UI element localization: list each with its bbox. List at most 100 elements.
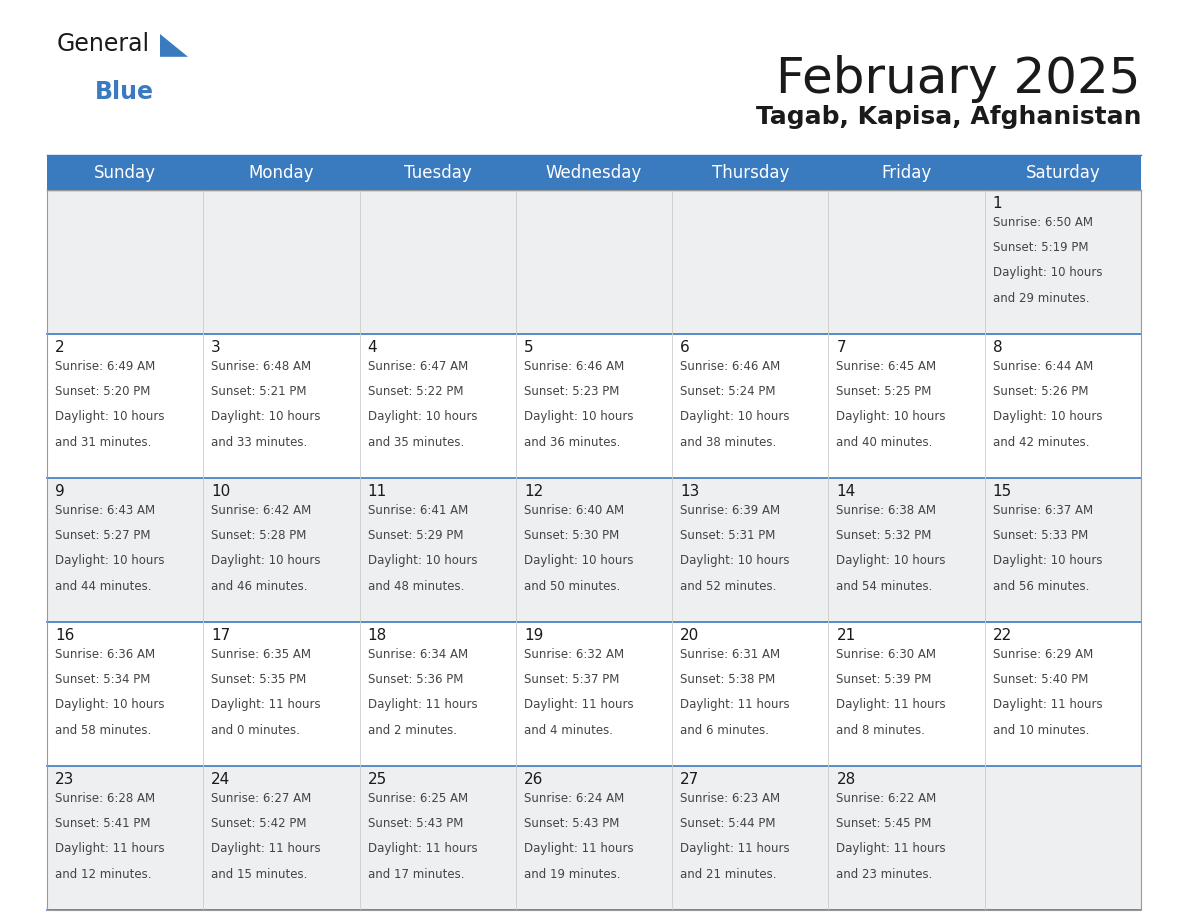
Text: 27: 27 [681,772,700,787]
Text: and 2 minutes.: and 2 minutes. [367,723,456,736]
Text: and 54 minutes.: and 54 minutes. [836,579,933,593]
Text: Sunset: 5:38 PM: Sunset: 5:38 PM [681,673,776,686]
Text: Sunset: 5:23 PM: Sunset: 5:23 PM [524,386,619,398]
Text: Sunrise: 6:29 AM: Sunrise: 6:29 AM [993,648,1093,661]
Text: Sunrise: 6:27 AM: Sunrise: 6:27 AM [211,792,311,805]
Text: Daylight: 10 hours: Daylight: 10 hours [367,554,478,567]
Text: 26: 26 [524,772,543,787]
Text: Sunrise: 6:46 AM: Sunrise: 6:46 AM [524,360,624,373]
Text: Monday: Monday [248,163,314,182]
Text: Blue: Blue [95,80,154,104]
Text: Sunrise: 6:28 AM: Sunrise: 6:28 AM [55,792,156,805]
Text: Sunset: 5:28 PM: Sunset: 5:28 PM [211,529,307,543]
Text: Sunrise: 6:35 AM: Sunrise: 6:35 AM [211,648,311,661]
Text: and 4 minutes.: and 4 minutes. [524,723,613,736]
Text: 25: 25 [367,772,387,787]
Text: Sunrise: 6:24 AM: Sunrise: 6:24 AM [524,792,624,805]
Text: Sunset: 5:34 PM: Sunset: 5:34 PM [55,673,151,686]
Text: Sunset: 5:35 PM: Sunset: 5:35 PM [211,673,307,686]
Text: Sunrise: 6:49 AM: Sunrise: 6:49 AM [55,360,156,373]
Text: and 44 minutes.: and 44 minutes. [55,579,152,593]
Text: and 12 minutes.: and 12 minutes. [55,868,152,880]
Text: Sunset: 5:29 PM: Sunset: 5:29 PM [367,529,463,543]
Text: Sunrise: 6:41 AM: Sunrise: 6:41 AM [367,504,468,517]
Text: and 33 minutes.: and 33 minutes. [211,436,308,449]
Text: Sunrise: 6:38 AM: Sunrise: 6:38 AM [836,504,936,517]
Text: and 15 minutes.: and 15 minutes. [211,868,308,880]
Text: 28: 28 [836,772,855,787]
Text: and 42 minutes.: and 42 minutes. [993,436,1089,449]
Bar [48,478,1140,622]
Text: Sunrise: 6:31 AM: Sunrise: 6:31 AM [681,648,781,661]
Text: 16: 16 [55,628,75,643]
Text: Sunday: Sunday [94,163,156,182]
Text: Sunset: 5:25 PM: Sunset: 5:25 PM [836,386,931,398]
Bar [48,190,1140,334]
Text: Daylight: 10 hours: Daylight: 10 hours [211,554,321,567]
Text: 20: 20 [681,628,700,643]
Text: Sunset: 5:20 PM: Sunset: 5:20 PM [55,386,151,398]
Text: Sunset: 5:33 PM: Sunset: 5:33 PM [993,529,1088,543]
Text: Sunset: 5:41 PM: Sunset: 5:41 PM [55,817,151,830]
Text: Daylight: 10 hours: Daylight: 10 hours [681,410,790,423]
Text: Sunrise: 6:23 AM: Sunrise: 6:23 AM [681,792,781,805]
Text: Daylight: 10 hours: Daylight: 10 hours [367,410,478,423]
Bar [48,155,1140,190]
Text: and 58 minutes.: and 58 minutes. [55,723,151,736]
Text: and 0 minutes.: and 0 minutes. [211,723,301,736]
Text: Daylight: 11 hours: Daylight: 11 hours [211,843,321,856]
Text: Daylight: 11 hours: Daylight: 11 hours [524,843,633,856]
Text: Sunrise: 6:30 AM: Sunrise: 6:30 AM [836,648,936,661]
Text: and 10 minutes.: and 10 minutes. [993,723,1089,736]
Text: Daylight: 11 hours: Daylight: 11 hours [524,699,633,711]
Text: Sunset: 5:44 PM: Sunset: 5:44 PM [681,817,776,830]
Bar [48,190,1140,910]
Text: Daylight: 11 hours: Daylight: 11 hours [55,843,165,856]
Text: Sunset: 5:37 PM: Sunset: 5:37 PM [524,673,619,686]
Text: 2: 2 [55,340,64,355]
Text: Sunrise: 6:36 AM: Sunrise: 6:36 AM [55,648,156,661]
Text: Daylight: 10 hours: Daylight: 10 hours [524,410,633,423]
Text: 13: 13 [681,484,700,499]
Text: Daylight: 11 hours: Daylight: 11 hours [367,699,478,711]
Text: 3: 3 [211,340,221,355]
Text: Sunrise: 6:39 AM: Sunrise: 6:39 AM [681,504,781,517]
Text: and 19 minutes.: and 19 minutes. [524,868,620,880]
Text: Sunset: 5:30 PM: Sunset: 5:30 PM [524,529,619,543]
Text: Sunrise: 6:34 AM: Sunrise: 6:34 AM [367,648,468,661]
Text: Daylight: 10 hours: Daylight: 10 hours [993,410,1102,423]
Text: February 2025: February 2025 [777,55,1140,103]
Text: Sunset: 5:40 PM: Sunset: 5:40 PM [993,673,1088,686]
Text: Daylight: 10 hours: Daylight: 10 hours [993,266,1102,279]
Text: 15: 15 [993,484,1012,499]
Text: Sunset: 5:39 PM: Sunset: 5:39 PM [836,673,931,686]
Text: Sunset: 5:43 PM: Sunset: 5:43 PM [524,817,619,830]
Bar [48,622,1140,766]
Text: 10: 10 [211,484,230,499]
Text: Wednesday: Wednesday [545,163,643,182]
Text: 22: 22 [993,628,1012,643]
Text: Daylight: 10 hours: Daylight: 10 hours [836,410,946,423]
Text: and 52 minutes.: and 52 minutes. [681,579,777,593]
Text: Sunset: 5:32 PM: Sunset: 5:32 PM [836,529,931,543]
Text: and 29 minutes.: and 29 minutes. [993,292,1089,305]
Text: 14: 14 [836,484,855,499]
Text: Tagab, Kapisa, Afghanistan: Tagab, Kapisa, Afghanistan [756,105,1140,129]
Text: Sunset: 5:43 PM: Sunset: 5:43 PM [367,817,463,830]
Text: Daylight: 10 hours: Daylight: 10 hours [681,554,790,567]
Text: Daylight: 11 hours: Daylight: 11 hours [681,699,790,711]
Text: Friday: Friday [881,163,931,182]
Text: 21: 21 [836,628,855,643]
Text: Daylight: 11 hours: Daylight: 11 hours [836,699,946,711]
Text: and 50 minutes.: and 50 minutes. [524,579,620,593]
Text: Sunrise: 6:32 AM: Sunrise: 6:32 AM [524,648,624,661]
Text: Sunrise: 6:37 AM: Sunrise: 6:37 AM [993,504,1093,517]
Text: 12: 12 [524,484,543,499]
Text: 9: 9 [55,484,65,499]
Text: 1: 1 [993,196,1003,211]
Bar [48,334,1140,478]
Text: Sunset: 5:45 PM: Sunset: 5:45 PM [836,817,931,830]
Text: Sunrise: 6:46 AM: Sunrise: 6:46 AM [681,360,781,373]
Text: Daylight: 11 hours: Daylight: 11 hours [681,843,790,856]
Text: and 23 minutes.: and 23 minutes. [836,868,933,880]
